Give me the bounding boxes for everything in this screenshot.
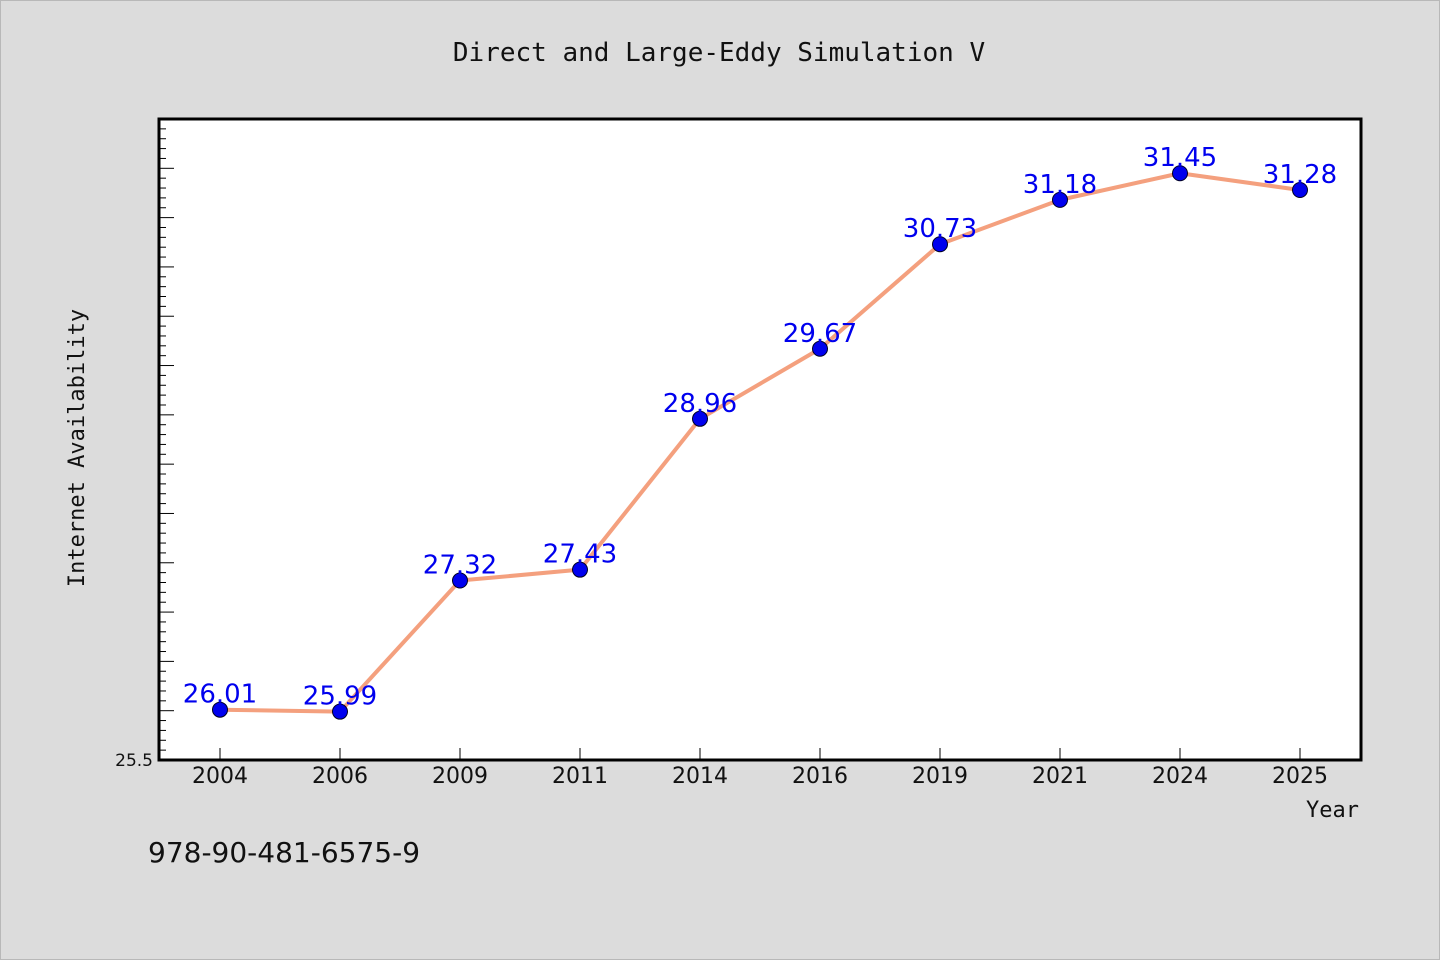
- x-tick-label: 2024: [1152, 764, 1208, 789]
- data-label: 25.99: [303, 682, 377, 712]
- data-point: [1172, 165, 1188, 182]
- data-label: 30.73: [903, 214, 977, 244]
- data-point: [452, 572, 468, 589]
- data-label: 31.45: [1143, 143, 1217, 173]
- data-point: [812, 340, 828, 357]
- data-point: [332, 703, 348, 720]
- data-label: 27.32: [423, 551, 497, 581]
- data-point: [1292, 182, 1308, 199]
- y-axis-ticks: 25.5: [115, 128, 174, 771]
- series-line: [219, 171, 1301, 714]
- x-tick-label: 2019: [912, 764, 968, 789]
- x-tick-label: 2016: [792, 764, 848, 789]
- data-point: [932, 236, 948, 253]
- x-axis-ticks: 2004 2006 2009 2011 2014 2016 2019 2021 2024 2025: [192, 748, 1328, 789]
- x-tick-label: 2009: [432, 764, 488, 789]
- data-label: 27.43: [543, 540, 617, 570]
- x-tick-label: 2011: [552, 764, 608, 789]
- data-point: [212, 701, 228, 718]
- y-axis-title: Internet Availability: [65, 309, 90, 587]
- data-label: 28.96: [663, 389, 737, 419]
- data-point: [1052, 191, 1068, 208]
- data-label: 26.01: [183, 680, 257, 710]
- data-label: 31.28: [1263, 160, 1337, 190]
- data-point: [692, 410, 708, 427]
- data-label: 29.67: [783, 319, 857, 349]
- x-tick-label: 2021: [1032, 764, 1088, 789]
- plot-area: [157, 117, 1363, 762]
- x-tick-label: 2025: [1272, 764, 1328, 789]
- x-axis-title: Year: [1306, 798, 1359, 823]
- data-point: [572, 561, 588, 578]
- chart-title: Direct and Large-Eddy Simulation V: [453, 38, 985, 68]
- x-tick-label: 2014: [672, 764, 728, 789]
- data-label: 31.18: [1023, 170, 1097, 200]
- x-tick-label: 2004: [192, 764, 248, 789]
- series-layer: 26.01 25.99 27.32 27.43 28.96 29.67 30.73 31.18…: [183, 143, 1337, 720]
- y-tick-label: 25.5: [115, 751, 153, 771]
- x-tick-label: 2006: [312, 764, 368, 789]
- isbn-text: 978-90-481-6575-9: [148, 836, 421, 869]
